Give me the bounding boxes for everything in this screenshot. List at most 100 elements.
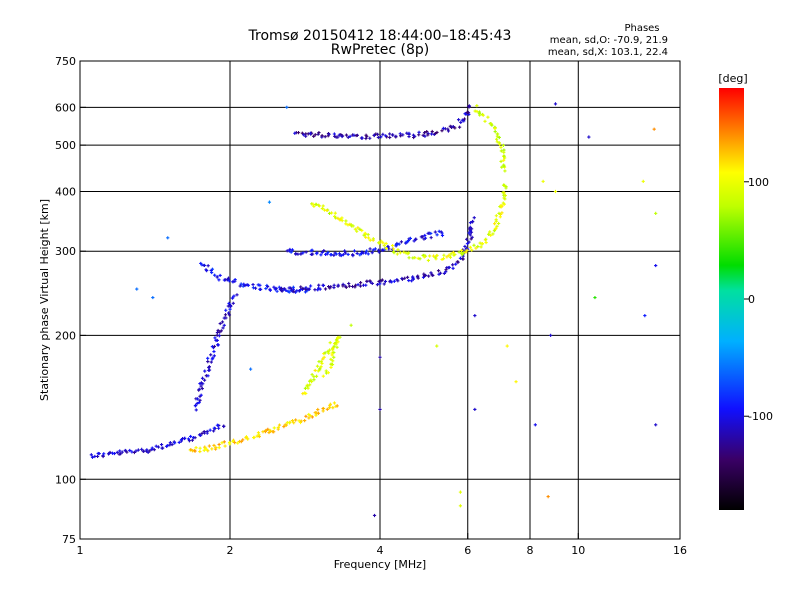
trace-point xyxy=(407,256,411,260)
noise-point xyxy=(473,407,477,412)
trace-point xyxy=(327,351,331,355)
trace-point xyxy=(394,134,398,138)
trace-point xyxy=(344,133,349,137)
trace-point xyxy=(323,351,327,355)
trace-point xyxy=(495,134,499,138)
trace-point xyxy=(200,376,205,380)
trace-point xyxy=(456,118,461,122)
trace-point xyxy=(499,145,503,149)
trace-point xyxy=(491,232,495,236)
trace-point xyxy=(275,289,279,293)
x-tick-label: 10 xyxy=(571,544,585,557)
trace-point xyxy=(220,320,225,324)
trace-point xyxy=(313,288,317,292)
trace-point xyxy=(364,283,368,287)
trace-point xyxy=(199,381,203,385)
trace-point xyxy=(410,279,414,283)
noise-point xyxy=(166,236,170,240)
trace-point xyxy=(308,413,312,418)
trace-point xyxy=(115,450,119,454)
trace-point xyxy=(198,398,202,402)
trace-point xyxy=(504,186,508,190)
trace-point xyxy=(227,313,232,317)
trace-point xyxy=(364,251,368,255)
trace-point xyxy=(478,113,482,117)
trace-point xyxy=(107,451,111,455)
trace-point xyxy=(331,406,335,410)
trace-point xyxy=(493,222,497,226)
trace-point xyxy=(211,356,215,360)
noise-point xyxy=(378,355,382,359)
trace-point xyxy=(336,336,340,340)
trace-point xyxy=(484,240,488,245)
noise-point xyxy=(285,105,289,109)
trace-point xyxy=(299,252,303,256)
noise-point xyxy=(641,179,645,183)
trace-point xyxy=(321,357,325,361)
trace-point xyxy=(378,282,382,286)
trace-point xyxy=(422,131,427,135)
trace-point xyxy=(209,360,213,364)
trace-point xyxy=(363,231,367,235)
trace-point xyxy=(417,130,421,134)
trace-point xyxy=(355,251,359,255)
trace-point xyxy=(321,374,325,378)
trace-point xyxy=(381,241,385,245)
trace-point xyxy=(499,204,503,208)
trace-point xyxy=(407,278,411,283)
trace-point xyxy=(337,133,341,137)
trace-point xyxy=(347,281,351,286)
trace-point xyxy=(194,446,198,450)
trace-point xyxy=(484,237,488,241)
trace-point xyxy=(326,371,330,375)
trace-point xyxy=(495,137,499,141)
trace-point xyxy=(354,283,358,287)
trace-point xyxy=(340,219,344,223)
noise-point xyxy=(546,494,550,499)
stats-x-mode: mean, sd,X: 103.1, 22.4 xyxy=(548,47,668,58)
trace-point xyxy=(497,211,501,215)
trace-point xyxy=(366,233,370,237)
trace-point xyxy=(466,104,471,109)
trace-point xyxy=(451,266,455,270)
trace-point xyxy=(308,383,312,387)
trace-point xyxy=(340,134,345,138)
y-tick-label: 100 xyxy=(55,473,76,486)
trace-point xyxy=(407,251,411,255)
x-tick-label: 6 xyxy=(464,544,471,557)
trace-point xyxy=(368,136,372,140)
trace-point xyxy=(365,134,369,138)
trace-point xyxy=(312,375,316,379)
trace-point xyxy=(412,239,416,243)
noise-point xyxy=(458,504,463,508)
trace-point xyxy=(500,211,504,215)
trace-point xyxy=(253,286,258,290)
trace-point xyxy=(499,149,503,153)
trace-point xyxy=(279,288,284,293)
trace-point xyxy=(256,431,261,435)
trace-point xyxy=(333,211,337,215)
trace-point xyxy=(447,253,451,257)
trace-point xyxy=(467,227,471,231)
colorbar-tick-label: 0 xyxy=(748,293,755,306)
trace-point xyxy=(118,452,123,456)
trace-point xyxy=(422,272,426,276)
trace-point xyxy=(470,248,474,252)
trace-point xyxy=(373,247,377,251)
trace-point xyxy=(469,237,473,241)
trace-point xyxy=(299,285,303,289)
trace-point xyxy=(294,251,298,256)
colorbar xyxy=(719,88,744,510)
trace-point xyxy=(455,260,459,264)
trace-point xyxy=(470,235,474,239)
trace-point xyxy=(476,244,480,249)
trace-point xyxy=(319,365,323,369)
noise-point xyxy=(654,423,658,427)
trace-point xyxy=(396,279,400,283)
trace-point xyxy=(426,133,430,137)
trace-point xyxy=(377,279,381,284)
trace-point xyxy=(294,418,298,422)
trace-point xyxy=(89,453,93,457)
trace-point xyxy=(231,301,235,305)
trace-point xyxy=(257,434,261,439)
